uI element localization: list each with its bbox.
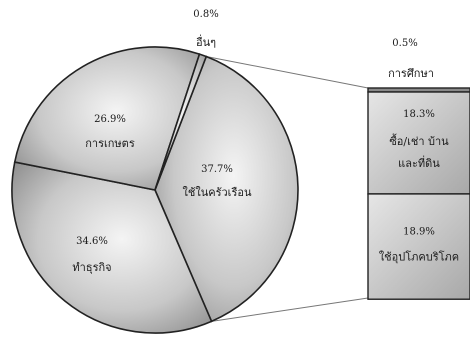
pie-slices: [11, 46, 299, 334]
breakdown-category-label: และที่ดิน: [398, 155, 440, 170]
slice-value-label: 26.9%: [94, 114, 126, 125]
breakdown-category-label: การศึกษา: [388, 67, 434, 80]
slice-category-label: การเกษตร: [85, 137, 135, 150]
slice-value-label: 0.8%: [193, 9, 218, 20]
slice-category-label: อื่นๆ: [196, 34, 216, 49]
breakdown-connectors: [206, 56, 369, 322]
slice-category-label: ใช้ในครัวเรือน: [183, 186, 252, 199]
breakdown-bar: [367, 87, 470, 300]
connector-line: [211, 297, 369, 322]
pie-slice-item-0: [154, 55, 299, 323]
breakdown-segment: [367, 91, 470, 195]
slice-value-label: 37.7%: [201, 164, 233, 175]
data-labels: 37.7% ใช้ในครัวเรือน 34.6% ทำธุรกิจ 26.9% การ…: [72, 9, 459, 274]
breakdown-value-label: 18.3%: [403, 109, 435, 120]
connector-line: [206, 56, 369, 89]
pie-slice-item-3: [154, 53, 208, 191]
breakdown-value-label: 18.9%: [403, 227, 435, 238]
pie-slice-item-1: [11, 161, 213, 334]
slice-value-label: 34.6%: [76, 236, 108, 247]
pie-slice-item-2: [13, 46, 201, 191]
breakdown-category-label: ซื้อ/เช่า บ้าน: [389, 133, 449, 148]
slice-category-label: ทำธุรกิจ: [72, 261, 111, 274]
breakdown-category-label: ใช้อุปโภคบริโภค: [379, 250, 459, 264]
breakdown-value-label: 0.5%: [392, 38, 417, 49]
breakdown-segment: [367, 193, 470, 300]
